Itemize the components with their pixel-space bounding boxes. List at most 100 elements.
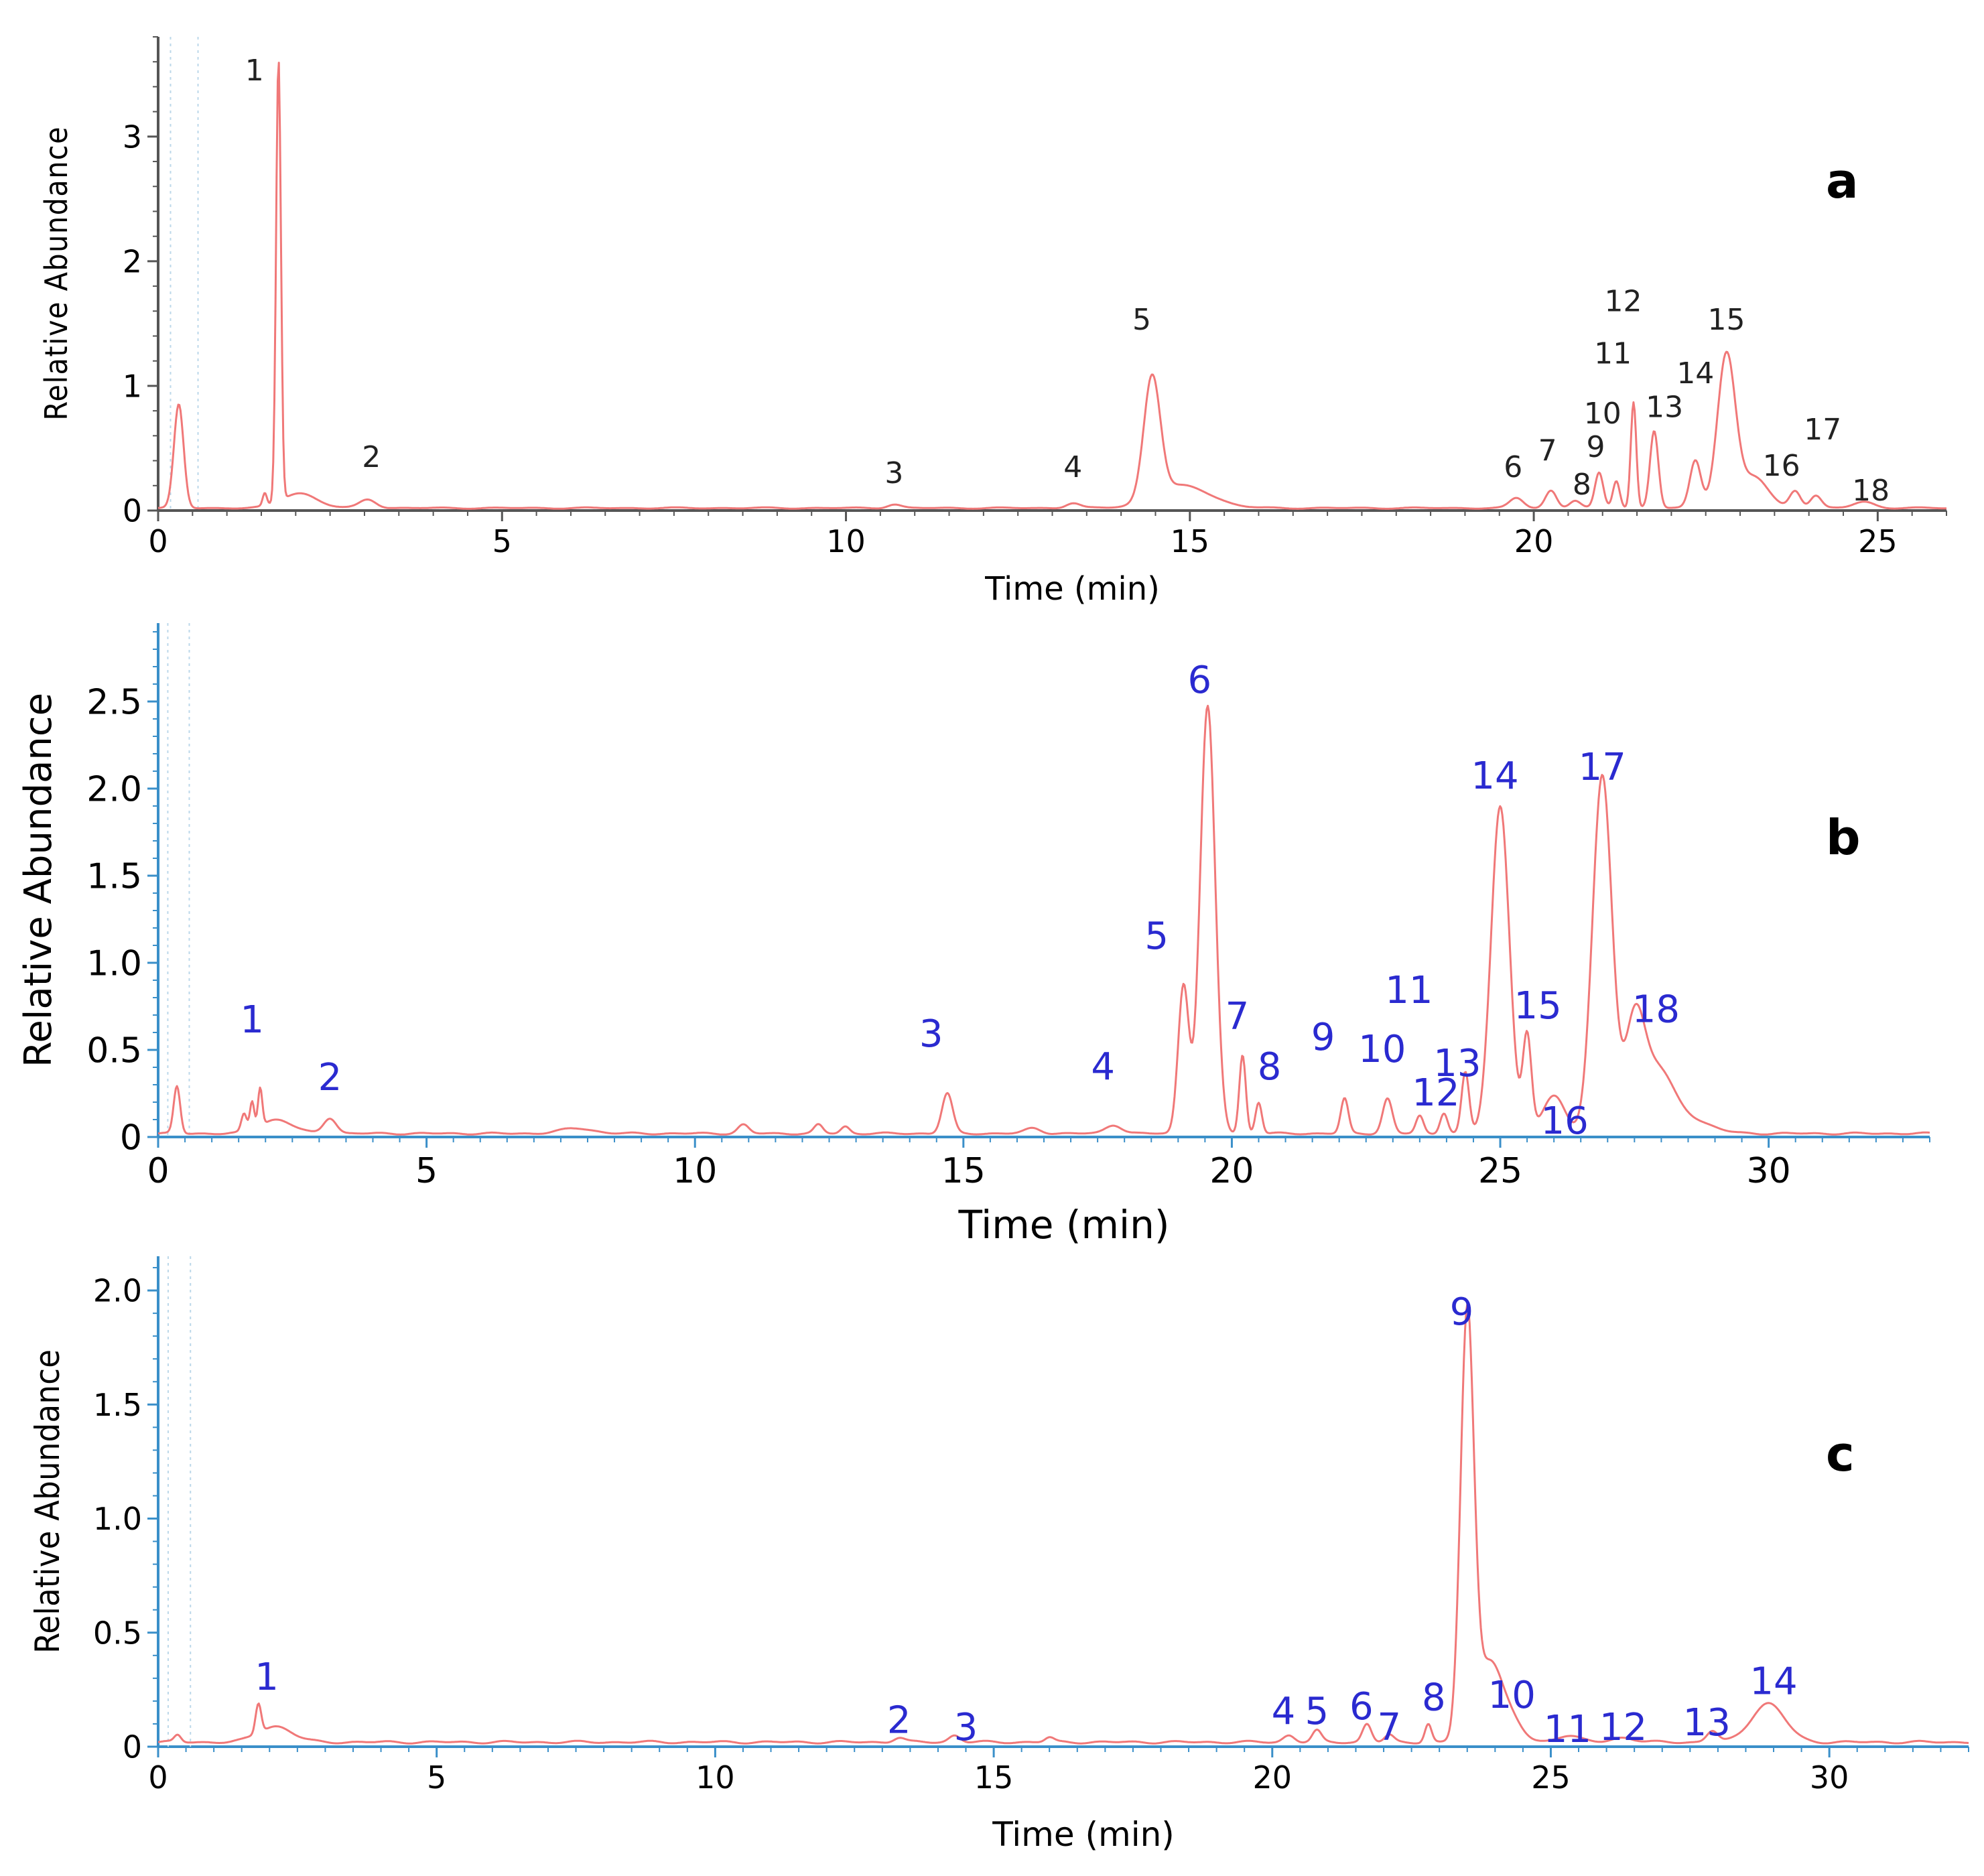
y-tick-label: 1.0 xyxy=(93,1501,142,1537)
peak-label-4: 4 xyxy=(1091,1045,1115,1089)
peak-label-8: 8 xyxy=(1422,1676,1446,1720)
peak-label-16: 16 xyxy=(1541,1099,1589,1143)
x-tick-label: 10 xyxy=(673,1151,717,1191)
y-tick-label: 1.5 xyxy=(86,857,142,897)
peak-label-12: 12 xyxy=(1605,284,1642,318)
x-tick-label: 15 xyxy=(941,1151,986,1191)
y-axis-label: Relative Abundance xyxy=(17,693,60,1067)
peak-label-3: 3 xyxy=(884,456,903,490)
peak-label-4: 4 xyxy=(1272,1690,1296,1733)
peak-label-5: 5 xyxy=(1144,915,1169,958)
x-tick-label: 10 xyxy=(696,1759,735,1796)
peak-label-7: 7 xyxy=(1226,995,1250,1038)
x-tick-label: 20 xyxy=(1252,1759,1292,1796)
peak-label-10: 10 xyxy=(1584,397,1622,431)
peak-label-1: 1 xyxy=(240,998,264,1042)
panel-letter-c: c xyxy=(1826,1426,1855,1482)
y-tick-label: 2 xyxy=(123,243,142,279)
peak-label-10: 10 xyxy=(1358,1028,1406,1071)
peak-label-1: 1 xyxy=(245,54,264,88)
y-tick-label: 1.0 xyxy=(86,944,142,984)
x-tick-label: 30 xyxy=(1810,1759,1849,1796)
x-axis-label: Time (min) xyxy=(984,570,1160,608)
x-tick-label: 0 xyxy=(148,523,168,559)
peak-label-6: 6 xyxy=(1349,1685,1374,1729)
x-tick-label: 25 xyxy=(1858,523,1898,559)
x-tick-label: 5 xyxy=(492,523,512,559)
x-tick-label: 30 xyxy=(1747,1151,1791,1191)
peak-label-11: 11 xyxy=(1594,336,1632,371)
peak-label-8: 8 xyxy=(1258,1045,1282,1089)
peak-label-6: 6 xyxy=(1188,659,1212,702)
x-axis-label: Time (min) xyxy=(992,1815,1175,1854)
peak-label-14: 14 xyxy=(1676,356,1714,391)
peak-label-18: 18 xyxy=(1852,474,1890,508)
peak-label-11: 11 xyxy=(1544,1708,1591,1751)
peak-label-14: 14 xyxy=(1749,1660,1797,1704)
y-tick-label: 0.5 xyxy=(93,1615,142,1651)
peak-label-14: 14 xyxy=(1471,754,1518,798)
chromatogram-trace xyxy=(157,704,1930,1136)
peak-label-10: 10 xyxy=(1488,1674,1536,1717)
peak-label-5: 5 xyxy=(1132,303,1151,337)
peak-label-2: 2 xyxy=(887,1699,911,1743)
x-axis-label: Time (min) xyxy=(957,1202,1169,1248)
peak-label-5: 5 xyxy=(1305,1690,1329,1733)
peak-label-2: 2 xyxy=(362,440,381,474)
peak-label-13: 13 xyxy=(1683,1701,1731,1745)
x-tick-label: 15 xyxy=(974,1759,1014,1796)
peak-label-7: 7 xyxy=(1538,434,1557,468)
y-tick-label: 0 xyxy=(123,493,142,529)
peak-label-17: 17 xyxy=(1804,413,1841,447)
peak-label-12: 12 xyxy=(1599,1706,1647,1749)
peak-label-3: 3 xyxy=(919,1012,943,1056)
x-tick-label: 5 xyxy=(427,1759,446,1796)
x-tick-label: 25 xyxy=(1478,1151,1522,1191)
chromatogram-trace xyxy=(157,1302,1969,1745)
peak-label-13: 13 xyxy=(1646,390,1683,424)
y-tick-label: 2.0 xyxy=(86,770,142,810)
peak-label-1: 1 xyxy=(255,1656,279,1699)
x-tick-label: 15 xyxy=(1171,523,1210,559)
x-tick-label: 0 xyxy=(148,1759,168,1796)
y-tick-label: 0 xyxy=(120,1118,142,1158)
peak-label-9: 9 xyxy=(1311,1016,1335,1059)
y-tick-label: 1.5 xyxy=(93,1387,142,1423)
peak-label-9: 9 xyxy=(1586,430,1605,464)
peak-label-11: 11 xyxy=(1385,969,1433,1012)
peak-label-7: 7 xyxy=(1378,1706,1402,1749)
peak-label-18: 18 xyxy=(1632,988,1680,1031)
peak-label-16: 16 xyxy=(1763,449,1800,483)
y-tick-label: 1 xyxy=(123,368,142,405)
x-tick-label: 0 xyxy=(147,1151,169,1191)
x-tick-label: 20 xyxy=(1209,1151,1254,1191)
peak-label-4: 4 xyxy=(1063,450,1082,484)
peak-label-17: 17 xyxy=(1579,746,1626,789)
x-tick-label: 25 xyxy=(1531,1759,1571,1796)
panel-letter-b: b xyxy=(1826,809,1861,866)
peak-label-6: 6 xyxy=(1504,450,1522,484)
peak-label-12: 12 xyxy=(1412,1071,1459,1115)
peak-label-8: 8 xyxy=(1573,468,1591,502)
peak-label-15: 15 xyxy=(1514,984,1561,1028)
peak-label-3: 3 xyxy=(954,1706,978,1749)
x-tick-label: 5 xyxy=(415,1151,438,1191)
x-tick-label: 20 xyxy=(1514,523,1554,559)
peak-label-9: 9 xyxy=(1450,1290,1474,1334)
peak-label-2: 2 xyxy=(318,1056,342,1099)
y-tick-label: 2.5 xyxy=(86,683,142,723)
y-axis-label: Relative Abundance xyxy=(38,127,74,420)
panel-letter-a: a xyxy=(1826,153,1859,209)
y-tick-label: 0.5 xyxy=(86,1031,142,1071)
